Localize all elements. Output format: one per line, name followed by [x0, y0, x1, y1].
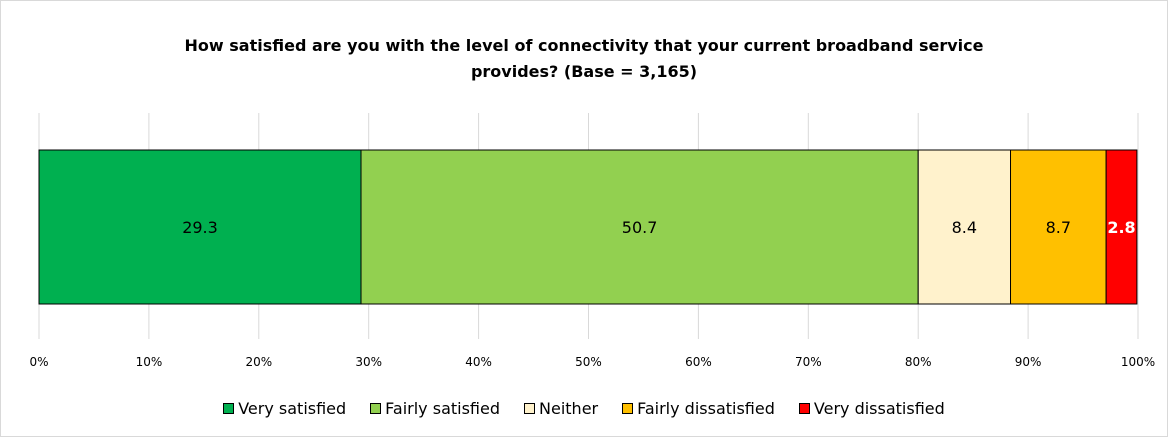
legend-swatch [622, 403, 634, 414]
bar-segment-neither [917, 149, 1012, 305]
legend-swatch [370, 403, 382, 414]
legend-label: Fairly dissatisfied [637, 399, 775, 418]
x-tick-label: 90% [1015, 355, 1042, 369]
legend-swatch [798, 403, 810, 414]
chart-title: How satisfied are you with the level of … [1, 33, 1167, 85]
x-tick-label: 60% [685, 355, 712, 369]
x-tick-label: 20% [245, 355, 272, 369]
chart-title-line-2: provides? (Base = 3,165) [470, 62, 698, 81]
legend-swatch [223, 403, 235, 414]
bar-segment-fairly-satisfied [360, 149, 919, 305]
legend-item-very-satisfied: Very satisfied [223, 399, 346, 418]
chart-title-line-1: How satisfied are you with the level of … [184, 36, 984, 55]
stacked-bar [38, 149, 1138, 305]
data-label-neither: 8.4 [952, 218, 977, 237]
x-axis-ticks: 0% 10% 20% 30% 40% 50% 60% 70% 80% 90% 100% [29, 355, 1155, 369]
x-tick-label: 10% [136, 355, 163, 369]
legend-swatch [524, 403, 536, 414]
chart-plot: 29.3 50.7 8.4 8.7 2.8 0% 10% 20% 30% 40% 50% 60% 70… [29, 113, 1155, 369]
legend-label: Neither [539, 399, 599, 418]
data-label-fairly-satisfied: 50.7 [622, 218, 658, 237]
x-tick-label: 30% [355, 355, 382, 369]
legend: Very satisfied Fairly satisfied Neither Fai… [1, 399, 1167, 418]
x-tick-label: 100% [1121, 355, 1155, 369]
x-tick-label: 0% [29, 355, 48, 369]
legend-item-very-dissatisfied: Very dissatisfied [798, 399, 945, 418]
legend-label: Very dissatisfied [813, 399, 945, 418]
data-labels: 29.3 50.7 8.4 8.7 2.8 [182, 218, 1135, 237]
bar-segment-fairly-dissatisfied [1010, 149, 1107, 305]
legend-label: Very satisfied [238, 399, 347, 418]
data-label-fairly-dissatisfied: 8.7 [1046, 218, 1071, 237]
bar-segment-very-dissatisfied [1105, 149, 1138, 305]
legend-item-fairly-satisfied: Fairly satisfied [370, 399, 500, 418]
legend-item-fairly-dissatisfied: Fairly dissatisfied [622, 399, 775, 418]
data-label-very-dissatisfied: 2.8 [1107, 218, 1135, 237]
x-tick-label: 40% [465, 355, 492, 369]
bar-segment-very-satisfied [38, 149, 362, 305]
x-tick-label: 70% [795, 355, 822, 369]
x-tick-label: 50% [575, 355, 602, 369]
x-tick-label: 80% [905, 355, 932, 369]
legend-item-neither: Neither [524, 399, 598, 418]
legend-label: Fairly satisfied [385, 399, 501, 418]
data-label-very-satisfied: 29.3 [182, 218, 218, 237]
